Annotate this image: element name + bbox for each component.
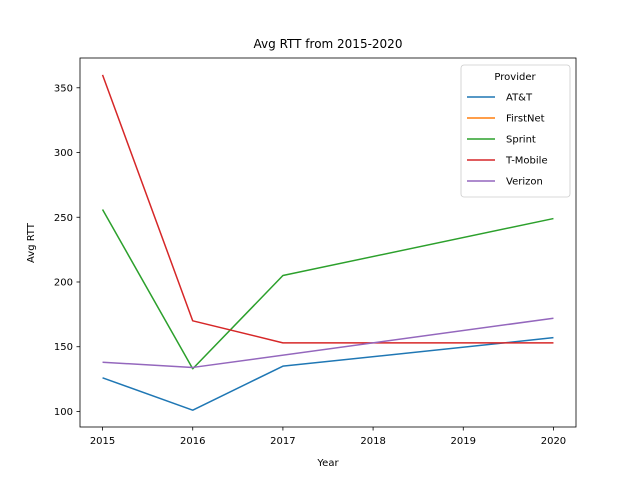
legend-label: T-Mobile	[505, 156, 548, 167]
x-axis-label: Year	[316, 458, 339, 469]
series-layer	[101, 74, 554, 411]
chart-title: Avg RTT from 2015-2020	[254, 37, 403, 51]
x-tick-label: 2018	[360, 436, 385, 447]
series-line-3	[101, 74, 554, 344]
legend-label: Sprint	[506, 135, 536, 146]
y-tick-label: 350	[54, 83, 73, 94]
y-tick-label: 250	[54, 213, 73, 224]
ticks-layer: 2015 2016 2017 2018 2019 2020 100 150 200 250 300 3…	[54, 83, 566, 447]
x-tick-label: 2016	[180, 436, 205, 447]
plot-frame	[79, 57, 577, 428]
y-axis-label: Avg RTT	[26, 222, 37, 263]
legend-label: AT&T	[506, 93, 533, 104]
series-line-4	[102, 317, 554, 369]
y-tick-label: 300	[54, 148, 73, 159]
y-tick-label: 100	[54, 407, 73, 418]
series-line-0	[102, 336, 554, 411]
y-tick-label: 200	[54, 277, 73, 288]
legend-items: AT&T FirstNet Sprint T-Mobile Verizon	[467, 93, 548, 188]
x-tick-label: 2017	[270, 436, 295, 447]
legend-label: FirstNet	[506, 114, 545, 125]
legend-label: Verizon	[506, 177, 543, 188]
y-tick-label: 150	[54, 342, 73, 353]
x-tick-label: 2015	[90, 436, 115, 447]
legend-box	[460, 64, 571, 198]
legend: Provider AT&T FirstNet Sprint T-Mobile Veriz…	[460, 64, 571, 198]
series-line-2	[101, 209, 554, 370]
legend-title: Provider	[494, 72, 536, 83]
x-tick-label: 2019	[451, 436, 476, 447]
x-tick-label: 2020	[541, 436, 566, 447]
